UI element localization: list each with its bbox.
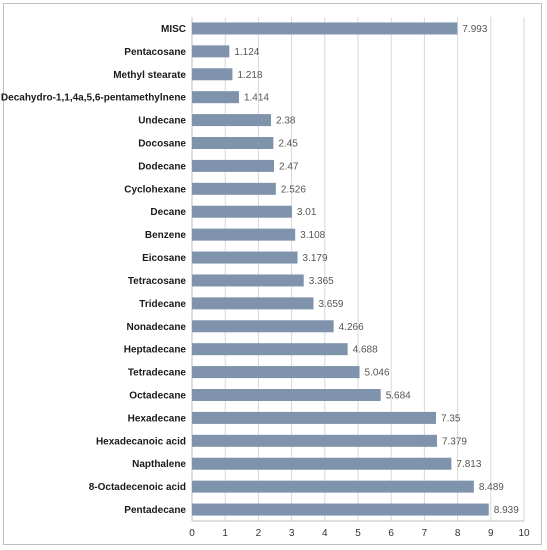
value-label: 7.813: [456, 459, 481, 470]
value-label: 5.684: [386, 391, 411, 402]
bar: [192, 114, 272, 127]
x-tick-label: 6: [388, 528, 394, 539]
x-tick-label: 1: [222, 528, 228, 539]
value-label: 1.124: [234, 47, 259, 58]
category-label: Hexadecane: [128, 413, 187, 424]
category-label: Hexadecanoic acid: [96, 436, 186, 447]
category-label: Benzene: [145, 230, 187, 241]
value-label: 8.939: [494, 505, 519, 516]
bar: [192, 22, 458, 35]
bar: [192, 274, 304, 287]
bar: [192, 205, 292, 218]
value-label: 2.45: [278, 139, 298, 150]
value-label: 7.379: [442, 436, 467, 447]
bars: [192, 22, 489, 516]
bar: [192, 434, 437, 447]
category-label: Docosane: [138, 139, 186, 150]
value-label: 2.47: [279, 161, 299, 172]
value-label: 4.688: [353, 345, 378, 356]
x-tick-label: 4: [322, 528, 328, 539]
category-label: 8-Octadecenoic acid: [89, 482, 186, 493]
category-label: Eicosane: [142, 253, 186, 264]
value-label: 3.365: [309, 276, 334, 287]
bar: [192, 389, 381, 401]
category-label: Dodecane: [138, 161, 186, 172]
bar: [192, 457, 452, 470]
bar: [192, 343, 348, 356]
value-label: 7.993: [462, 24, 487, 35]
category-label: Cyclohexane: [124, 184, 186, 195]
category-label: Heptadecane: [124, 345, 187, 356]
value-label: 3.108: [300, 230, 325, 241]
category-label: Napthalene: [132, 459, 186, 470]
x-tick-label: 3: [289, 528, 295, 539]
x-tick-label: 10: [518, 528, 530, 539]
value-label: 2.38: [276, 116, 296, 127]
value-label: 5.046: [365, 368, 390, 379]
value-label: 3.179: [303, 253, 328, 264]
category-label: Nonadecane: [127, 322, 187, 333]
value-label: 1.218: [237, 70, 262, 81]
category-label: Pentacosane: [124, 47, 186, 58]
category-label: Methyl stearate: [113, 70, 186, 81]
category-label: Octadecane: [129, 391, 186, 402]
x-tick-label: 7: [422, 528, 428, 539]
bar: [192, 182, 276, 195]
bar: [192, 480, 474, 493]
bar: [192, 159, 275, 172]
x-tick-label: 8: [455, 528, 461, 539]
x-tick-label: 2: [256, 528, 262, 539]
value-label: 3.01: [297, 207, 317, 218]
value-label: 3.659: [318, 299, 343, 310]
bar: [192, 68, 233, 81]
bar: [192, 366, 360, 379]
value-label: 4.266: [339, 322, 364, 333]
bar: [192, 251, 298, 264]
bar: [192, 297, 314, 310]
value-label: 2.526: [281, 184, 306, 195]
value-label: 7.35: [441, 413, 461, 424]
category-label: Tetracosane: [128, 276, 187, 287]
x-tick-label: 0: [189, 528, 195, 539]
category-label: Decahydro-1,1,4a,5,6-pentamethylnene: [1, 93, 187, 104]
bar: [192, 137, 274, 149]
category-label: Tridecane: [139, 299, 186, 310]
bar: [192, 91, 239, 104]
category-label: MISC: [161, 24, 186, 35]
category-label: Tetradecane: [128, 368, 187, 379]
chart-frame: [3, 3, 542, 545]
bar: [192, 411, 437, 424]
bar: [192, 228, 296, 241]
category-label: Decane: [150, 207, 186, 218]
value-label: 8.489: [479, 482, 504, 493]
value-label: 1.414: [244, 93, 269, 104]
x-tick-label: 5: [355, 528, 361, 539]
bar: [192, 320, 334, 333]
bar: [192, 503, 489, 516]
bar: [192, 45, 230, 58]
category-label: Pentadecane: [124, 505, 186, 516]
category-label: Undecane: [138, 116, 186, 127]
x-tick-label: 9: [488, 528, 494, 539]
